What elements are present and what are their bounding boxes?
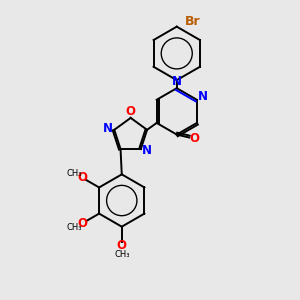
Text: CH₃: CH₃ (114, 250, 130, 260)
Text: O: O (189, 132, 199, 145)
Text: CH₃: CH₃ (67, 169, 83, 178)
Text: Br: Br (185, 15, 201, 28)
Text: O: O (117, 239, 127, 252)
Text: CH₃: CH₃ (67, 223, 83, 232)
Text: N: N (142, 144, 152, 157)
Text: N: N (198, 90, 208, 103)
Text: N: N (172, 75, 182, 88)
Text: O: O (126, 106, 136, 118)
Text: N: N (103, 122, 113, 135)
Text: O: O (78, 217, 88, 230)
Text: O: O (78, 171, 88, 184)
